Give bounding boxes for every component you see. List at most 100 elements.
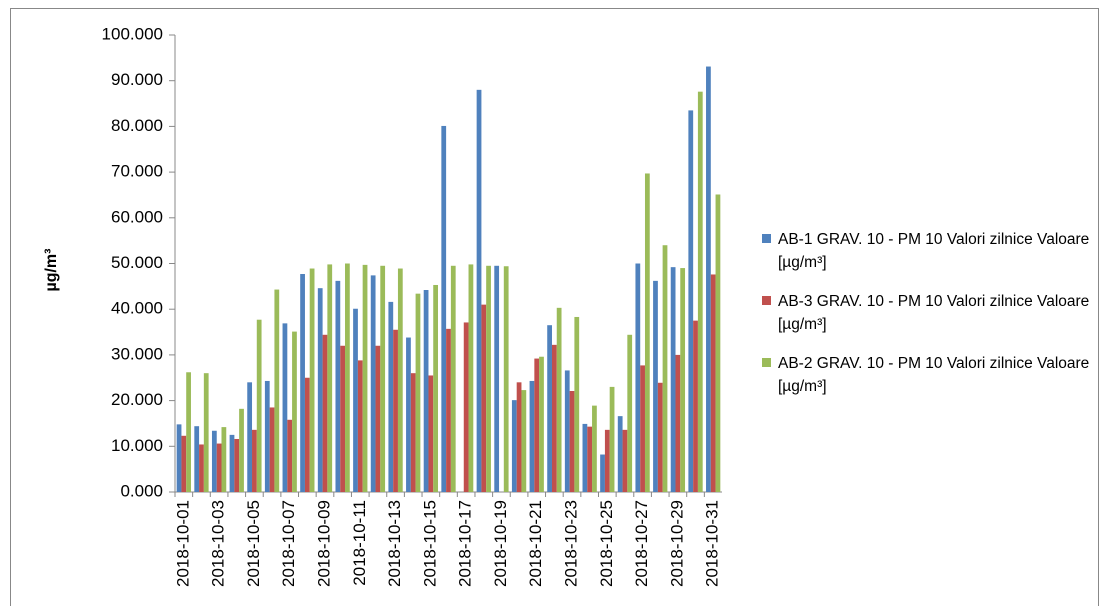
bar bbox=[715, 194, 721, 493]
bar bbox=[635, 263, 641, 492]
bar bbox=[229, 434, 235, 492]
bar bbox=[450, 265, 456, 492]
bar bbox=[397, 268, 403, 492]
y-tick-label: 70.000 bbox=[111, 162, 163, 181]
bar bbox=[463, 322, 469, 492]
bar bbox=[370, 275, 376, 492]
bar bbox=[282, 323, 288, 492]
bar bbox=[551, 344, 557, 492]
y-tick-label: 100.000 bbox=[102, 24, 163, 43]
chart-frame bbox=[10, 8, 1099, 606]
bar bbox=[627, 334, 633, 492]
bar bbox=[481, 304, 487, 492]
bar bbox=[353, 308, 358, 492]
bar bbox=[256, 319, 262, 492]
y-tick-label: 0.000 bbox=[120, 481, 163, 500]
bar bbox=[486, 265, 491, 492]
bar bbox=[239, 408, 244, 492]
x-tick-label: 2018-10-17 bbox=[456, 500, 475, 587]
legend-item: AB-2 GRAV. 10 - PM 10 Valori zilnice Val… bbox=[762, 352, 1102, 398]
bar bbox=[644, 173, 650, 492]
bar bbox=[503, 266, 509, 492]
bar bbox=[375, 345, 381, 492]
bar bbox=[380, 265, 386, 492]
bar bbox=[203, 373, 209, 492]
x-tick-label: 2018-10-13 bbox=[385, 500, 404, 587]
bar bbox=[600, 454, 605, 492]
y-tick-label: 10.000 bbox=[111, 436, 163, 455]
bar bbox=[604, 429, 610, 492]
y-tick-label: 60.000 bbox=[111, 207, 163, 226]
bar bbox=[388, 301, 394, 492]
bar bbox=[539, 356, 544, 492]
bar bbox=[675, 354, 681, 492]
bar bbox=[274, 289, 280, 492]
bar bbox=[186, 372, 191, 492]
bar bbox=[264, 380, 270, 492]
bar bbox=[662, 245, 668, 492]
bar bbox=[393, 329, 398, 492]
bar bbox=[433, 284, 439, 492]
bar bbox=[287, 419, 293, 492]
x-tick-label: 2018-10-01 bbox=[173, 500, 192, 587]
bar bbox=[309, 268, 315, 492]
bar bbox=[362, 264, 368, 492]
bar bbox=[327, 264, 333, 492]
x-tick-label: 2018-10-11 bbox=[350, 500, 369, 586]
bar bbox=[710, 274, 716, 492]
y-tick-label: 30.000 bbox=[111, 344, 163, 363]
x-tick-label: 2018-10-21 bbox=[526, 500, 545, 587]
bar bbox=[340, 345, 346, 492]
bar bbox=[529, 380, 535, 492]
bar bbox=[317, 288, 323, 492]
bar bbox=[693, 320, 698, 492]
bar bbox=[304, 377, 310, 492]
bar bbox=[697, 91, 703, 492]
bar bbox=[345, 263, 350, 492]
x-tick-label: 2018-10-09 bbox=[314, 500, 333, 587]
bar bbox=[441, 125, 447, 493]
bar bbox=[617, 416, 623, 492]
bar bbox=[592, 405, 597, 492]
bar bbox=[640, 365, 645, 492]
bar bbox=[653, 280, 658, 492]
bar bbox=[247, 382, 253, 492]
x-tick-label: 2018-10-03 bbox=[209, 500, 228, 587]
x-tick-label: 2018-10-29 bbox=[667, 500, 686, 587]
x-tick-label: 2018-10-05 bbox=[244, 500, 263, 587]
y-tick-label: 40.000 bbox=[111, 299, 163, 318]
x-tick-label: 2018-10-25 bbox=[597, 500, 616, 587]
bar bbox=[534, 358, 540, 492]
bar bbox=[670, 267, 676, 492]
bar bbox=[176, 424, 182, 492]
bar bbox=[516, 382, 522, 492]
bar bbox=[468, 264, 474, 492]
legend-label: AB-3 GRAV. 10 - PM 10 Valori zilnice Val… bbox=[778, 293, 1090, 333]
bar bbox=[221, 427, 227, 492]
legend: AB-1 GRAV. 10 - PM 10 Valori zilnice Val… bbox=[762, 228, 1102, 414]
bar bbox=[428, 375, 434, 492]
bar bbox=[181, 435, 187, 492]
x-tick-label: 2018-10-07 bbox=[279, 500, 298, 587]
bar bbox=[706, 66, 711, 493]
x-tick-label: 2018-10-15 bbox=[420, 500, 439, 587]
bar bbox=[357, 360, 363, 492]
y-axis-label: µg/m³ bbox=[43, 249, 60, 292]
bar bbox=[476, 89, 482, 492]
bar bbox=[234, 438, 240, 492]
bar bbox=[494, 265, 500, 492]
bar bbox=[292, 331, 297, 492]
bar bbox=[216, 443, 222, 492]
legend-label: AB-1 GRAV. 10 - PM 10 Valori zilnice Val… bbox=[778, 231, 1090, 271]
legend-label: AB-2 GRAV. 10 - PM 10 Valori zilnice Val… bbox=[778, 355, 1090, 395]
legend-swatch bbox=[762, 296, 771, 305]
bar bbox=[587, 426, 593, 492]
bar bbox=[521, 390, 527, 492]
bar bbox=[335, 280, 341, 492]
bar bbox=[680, 268, 686, 492]
bar bbox=[622, 429, 628, 492]
bar bbox=[194, 426, 200, 492]
y-tick-label: 50.000 bbox=[111, 253, 163, 272]
